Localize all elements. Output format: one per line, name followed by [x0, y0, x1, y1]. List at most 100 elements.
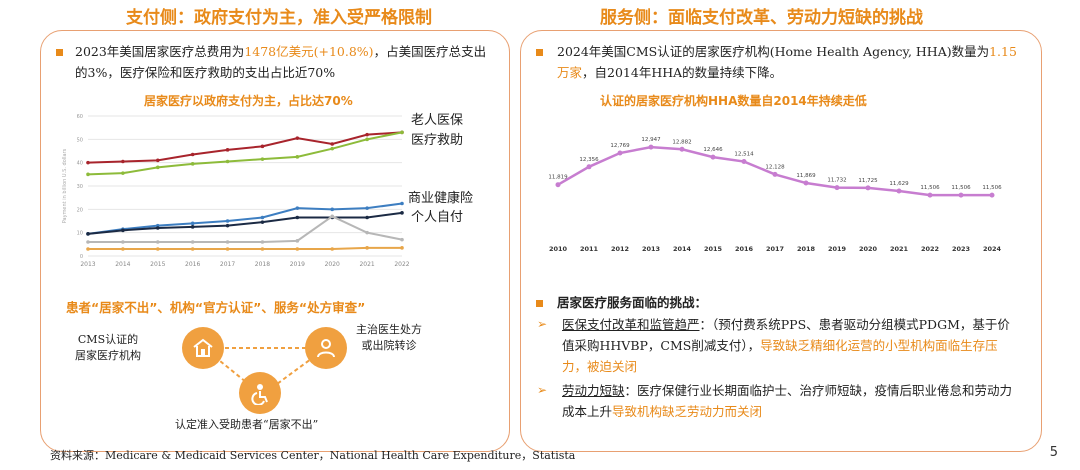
- hha-data-point: [803, 180, 809, 186]
- data-point: [155, 226, 160, 230]
- data-point: [86, 247, 90, 251]
- hha-data-label: 12,514: [734, 152, 754, 158]
- series-line-other-1: [88, 215, 403, 243]
- data-point: [260, 157, 265, 161]
- data-point: [225, 247, 230, 251]
- challenges-title: 居家医疗服务面临的挑战：: [557, 295, 708, 310]
- data-point: [86, 160, 90, 165]
- data-point: [225, 148, 230, 152]
- data-point: [295, 239, 300, 243]
- data-point: [260, 220, 265, 224]
- hha-x-tick-label: 2023: [952, 245, 970, 253]
- data-point: [260, 215, 265, 220]
- data-point: [260, 144, 265, 149]
- arrow-bullet-icon: ➢: [537, 383, 548, 397]
- series-line-个人自付: [87, 211, 403, 235]
- physician-icon: [305, 327, 347, 369]
- home-care-agency-icon: [182, 327, 224, 369]
- bullet-square-icon: [536, 300, 543, 307]
- data-point: [330, 142, 335, 146]
- data-point: [365, 206, 369, 210]
- data-point: [295, 136, 300, 140]
- data-point: [225, 219, 230, 223]
- data-point: [365, 246, 369, 250]
- access-flow-title: 患者“居家不出”、机构“官方认证”、服务“处方审查”: [66, 300, 366, 315]
- hha-data-label: 11,869: [796, 173, 816, 179]
- data-point: [190, 221, 195, 226]
- hha-data-point: [958, 192, 964, 198]
- hha-data-point: [896, 188, 902, 194]
- hha-data-point: [989, 192, 995, 198]
- hha-x-tick-label: 2019: [828, 245, 847, 253]
- y-tick-label: 30: [77, 184, 83, 190]
- data-point: [225, 240, 230, 244]
- spending-chart: 0 10 20 30 40 50 60 2013 2014 2015 2016 2017 2018 201…: [62, 114, 410, 268]
- series-line-医疗救助: [87, 131, 403, 176]
- hha-data-point: [741, 159, 747, 165]
- data-point: [365, 230, 369, 235]
- hha-data-label: 12,356: [579, 157, 599, 163]
- hha-x-tick-label: 2010: [549, 245, 568, 253]
- data-point: [86, 240, 90, 244]
- hha-data-label: 11,506: [951, 185, 971, 191]
- hha-x-tick-label: 2021: [890, 245, 909, 253]
- service-side-panel: [520, 30, 1042, 452]
- hha-data-label: 12,769: [610, 143, 630, 149]
- hha-data-point: [648, 144, 654, 150]
- y-tick-label: 20: [77, 207, 83, 213]
- hha-data-point: [834, 185, 840, 191]
- hha-data-point: [772, 171, 778, 177]
- x-tick-label: 2019: [290, 261, 305, 268]
- data-point: [400, 130, 404, 135]
- flow-node-agency: CMS认证的 居家医疗机构: [75, 333, 141, 362]
- hha-data-label: 11,629: [889, 181, 909, 187]
- x-tick-label: 2015: [150, 261, 165, 268]
- page-number: 5: [1049, 445, 1058, 460]
- x-tick-label: 2021: [359, 261, 374, 268]
- data-point: [155, 240, 160, 244]
- hha-data-point: [927, 192, 933, 198]
- x-tick-label: 2020: [325, 261, 340, 268]
- data-point: [365, 137, 369, 142]
- x-tick-label: 2013: [80, 261, 95, 268]
- data-point: [121, 240, 125, 244]
- data-point: [295, 155, 300, 159]
- x-tick-label: 2022: [394, 261, 409, 268]
- data-point: [86, 232, 90, 236]
- service-side-title: 服务侧：面临支付改革、劳动力短缺的挑战: [592, 3, 931, 28]
- y-tick-label: 10: [77, 231, 83, 237]
- data-point: [121, 228, 125, 233]
- hha-data-label: 12,646: [703, 147, 723, 153]
- y-tick-label: 0: [80, 254, 83, 260]
- data-point: [295, 206, 300, 210]
- series-line-other-2: [88, 246, 402, 250]
- hha-data-point: [617, 150, 623, 156]
- data-point: [400, 201, 404, 206]
- data-point: [121, 247, 125, 251]
- bullet-square-icon: [536, 49, 543, 56]
- hha-data-label: 11,506: [982, 185, 1002, 191]
- data-point: [190, 247, 195, 251]
- hha-x-tick-label: 2011: [580, 245, 599, 253]
- hha-x-tick-label: 2022: [921, 245, 939, 253]
- challenge-payment-reform: 医保支付改革和监管趋严：（预付费系统PPS、患者驱动分组模式PDGM，基于价值采…: [562, 317, 1010, 374]
- data-point: [400, 211, 404, 215]
- hha-chart-subtitle: 认证的居家医疗机构HHA数量自2014年持续走低: [600, 94, 867, 108]
- bullet-square-icon: [56, 49, 63, 56]
- data-point: [295, 247, 300, 251]
- hha-data-label: 11,506: [920, 185, 940, 191]
- data-point: [86, 172, 90, 177]
- hha-data-point: [679, 146, 685, 152]
- data-point: [330, 247, 335, 251]
- data-point: [190, 225, 195, 229]
- challenge-labor-shortage: 劳动力短缺：医疗保健行业长期面临护士、治疗师短缺，疫情后职业倦怠和劳动力成本上升…: [562, 383, 1013, 419]
- hha-count-chart: 11,819 2010 12,356 2011 12,769 2012 12,947 2013…: [548, 137, 1002, 253]
- legend-medicaid: 医疗救助: [411, 133, 464, 148]
- hha-x-tick-label: 2020: [859, 245, 878, 253]
- hha-x-tick-label: 2012: [611, 245, 629, 253]
- source-note: 资料来源：Medicare & Medicaid Services Center…: [50, 449, 576, 462]
- series-line-老人医保: [87, 131, 403, 164]
- data-point: [400, 246, 404, 250]
- legend-private-insurance: 商业健康险: [408, 191, 474, 206]
- hha-x-tick-label: 2018: [797, 245, 816, 253]
